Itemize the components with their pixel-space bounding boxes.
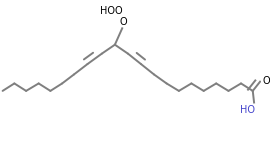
Text: O: O [120, 17, 127, 27]
Text: O: O [114, 6, 122, 16]
Text: O: O [263, 76, 270, 86]
Text: HO: HO [100, 6, 115, 16]
Text: HO: HO [240, 105, 255, 115]
